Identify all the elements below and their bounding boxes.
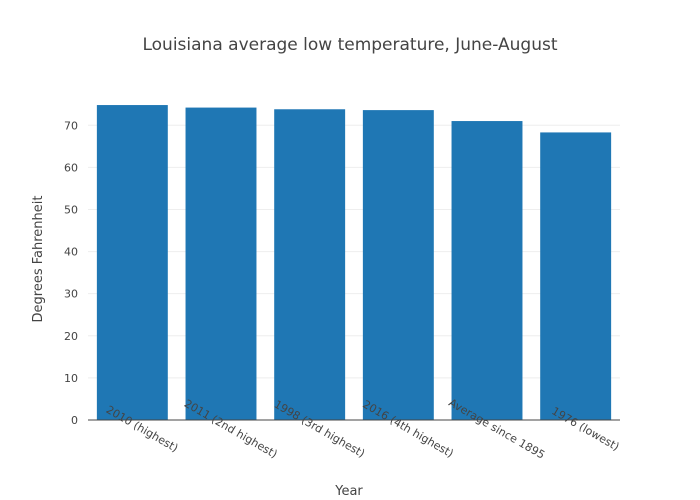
chart-title: Louisiana average low temperature, June-… — [142, 35, 557, 55]
y-tick-label: 30 — [64, 288, 78, 301]
y-tick-label: 40 — [64, 246, 78, 259]
x-axis-title: Year — [334, 484, 363, 499]
y-axis-title: Degrees Fahrenheit — [31, 196, 46, 323]
bar — [96, 105, 168, 420]
y-tick-labels: 0 10 20 30 40 50 60 70 — [64, 119, 78, 427]
gridlines — [88, 124, 620, 379]
bars — [96, 105, 612, 421]
bar — [540, 132, 612, 420]
bar — [451, 121, 523, 420]
bar — [274, 109, 346, 421]
y-tick-label: 20 — [64, 330, 78, 343]
y-tick-label: 10 — [64, 372, 78, 385]
y-tick-label: 0 — [71, 414, 78, 427]
y-tick-label: 50 — [64, 203, 78, 216]
bar — [185, 107, 257, 420]
y-tick-label: 70 — [64, 119, 78, 132]
y-tick-label: 60 — [64, 161, 78, 174]
bar — [362, 110, 434, 421]
